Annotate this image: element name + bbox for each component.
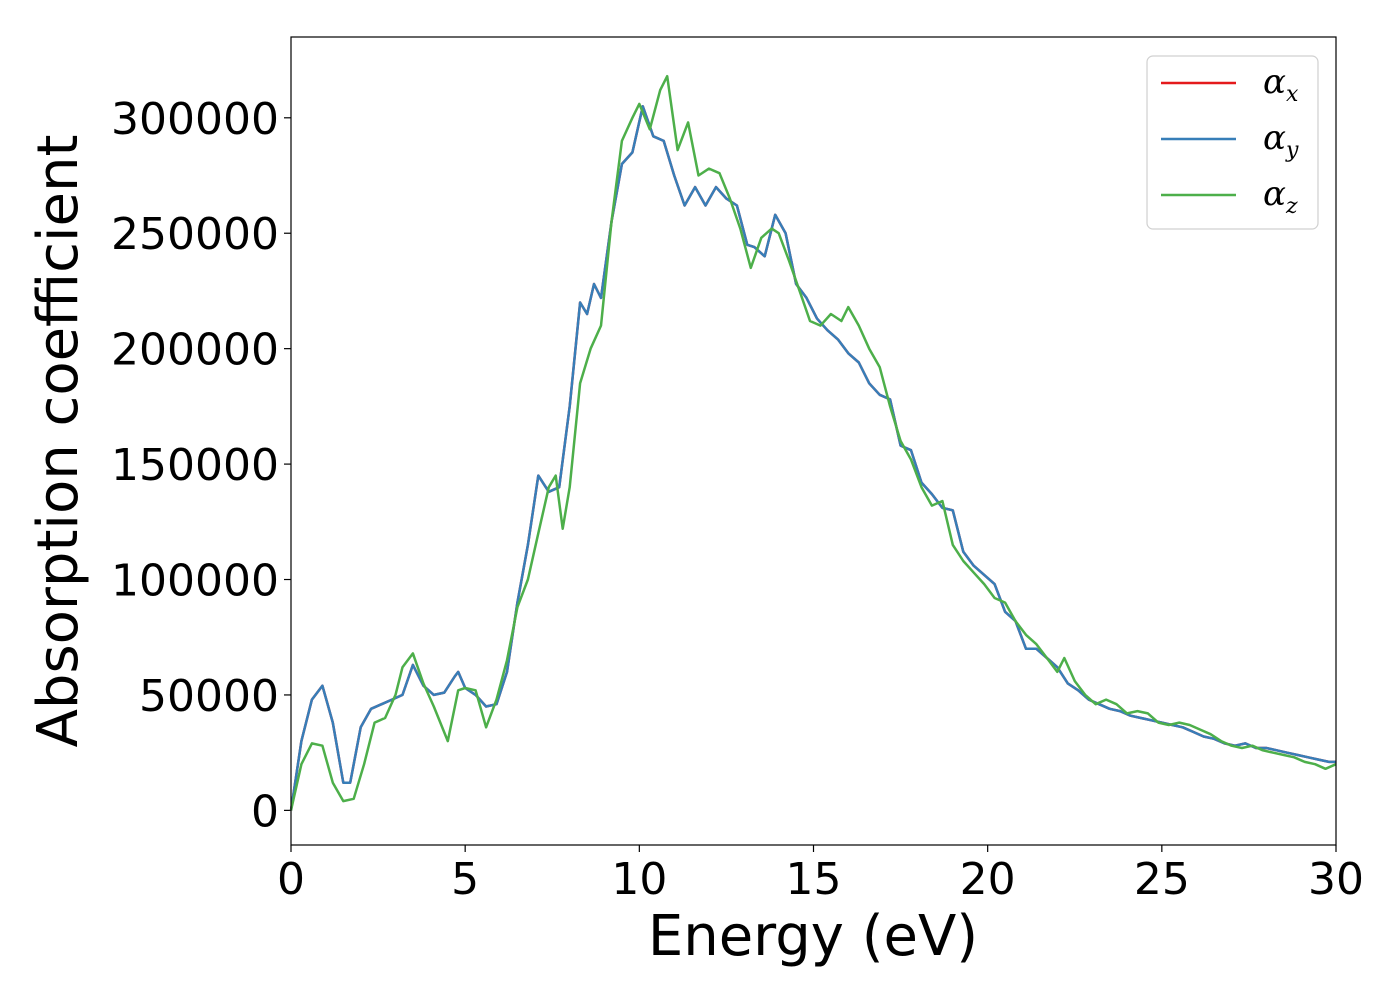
x-tick-label: 10 [611,854,667,905]
legend-label-x: αx [1263,62,1299,107]
y-tick-label: 0 [251,786,279,837]
y-tick-label: 100000 [111,556,279,607]
legend-label-z: αz [1263,174,1298,219]
y-tick-label: 150000 [111,440,279,491]
legend-symbol: α [1263,62,1286,102]
legend-subscript: y [1285,138,1299,163]
x-tick-label: 20 [960,854,1016,905]
x-axis-title: Energy (eV) [648,904,978,969]
x-axis: 0 5 10 15 20 25 30 [277,845,1364,905]
x-tick-label: 0 [277,854,305,905]
legend-subscript: z [1285,194,1298,219]
y-axis-title: Absorption coefficient [26,135,91,748]
legend-subscript: x [1286,82,1299,107]
x-tick-label: 5 [451,854,479,905]
legend-box [1146,55,1319,230]
x-tick-label: 25 [1134,854,1190,905]
y-tick-label: 200000 [111,325,279,376]
y-tick-label: 250000 [111,209,279,260]
y-axis: 0 50000 100000 150000 200000 250000 300000 [111,94,291,837]
legend-symbol: α [1263,174,1286,214]
series-line-z [289,74,1337,811]
legend-symbol: α [1263,118,1286,158]
series-lines [289,74,1337,811]
x-tick-label: 30 [1308,854,1364,905]
y-tick-label: 50000 [139,671,279,722]
x-tick-label: 15 [786,854,842,905]
y-tick-label: 300000 [111,94,279,145]
legend-label-y: αy [1263,118,1299,163]
plot-frame [290,36,1337,846]
